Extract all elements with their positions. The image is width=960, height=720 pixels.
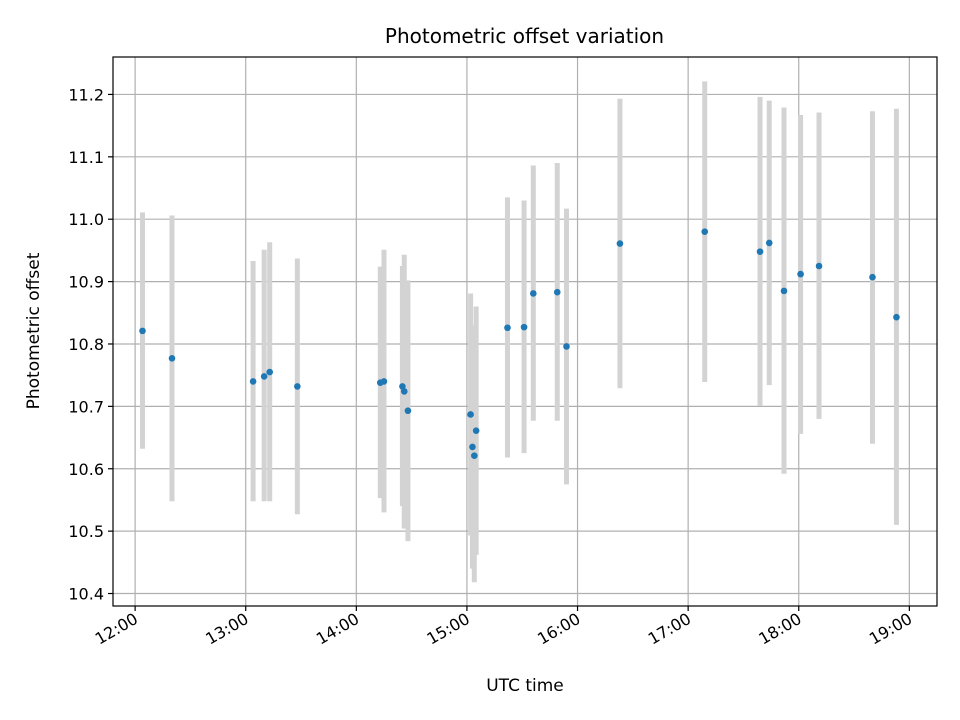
y-tick-label: 10.9	[68, 273, 104, 292]
y-tick-label: 10.4	[68, 585, 104, 604]
data-point	[797, 270, 804, 278]
data-point	[249, 378, 257, 385]
data-point	[553, 288, 561, 296]
y-axis-label: Photometric offset	[24, 252, 44, 409]
data-point	[294, 383, 301, 390]
data-point	[139, 327, 146, 335]
data-points	[139, 228, 900, 459]
y-tick-label: 10.8	[68, 335, 104, 354]
x-axis-label: UTC time	[486, 676, 564, 696]
data-point	[400, 388, 408, 395]
data-point	[168, 355, 176, 362]
y-tick-label: 11.2	[68, 85, 104, 104]
data-point	[266, 368, 273, 376]
data-point	[380, 378, 388, 385]
data-point	[469, 443, 476, 451]
data-point	[616, 240, 624, 247]
data-point	[260, 373, 268, 380]
data-point	[529, 290, 537, 297]
y-axis-ticks: 10.4 10.5 10.6 10.7 10.8 10.9 11.0 11.1 11.2	[68, 85, 113, 604]
data-point	[893, 313, 900, 321]
data-point	[780, 287, 788, 295]
data-point	[472, 427, 480, 434]
data-point	[756, 248, 764, 255]
y-tick-label: 10.7	[68, 397, 104, 416]
data-point	[467, 411, 474, 418]
y-tick-label: 10.6	[68, 460, 104, 479]
data-point	[765, 239, 773, 247]
data-point	[869, 273, 876, 281]
data-point	[520, 323, 528, 331]
data-point	[563, 343, 570, 350]
chart-title: Photometric offset variation	[385, 24, 664, 48]
plot-frame	[112, 56, 938, 607]
data-point	[815, 262, 823, 270]
data-point	[471, 452, 478, 459]
data-point	[399, 383, 406, 390]
data-point	[701, 228, 709, 235]
y-tick-label: 11.0	[68, 210, 104, 229]
data-point	[404, 407, 412, 415]
data-point	[504, 324, 511, 332]
y-tick-label: 11.1	[68, 148, 104, 167]
y-tick-label: 10.5	[68, 522, 104, 541]
